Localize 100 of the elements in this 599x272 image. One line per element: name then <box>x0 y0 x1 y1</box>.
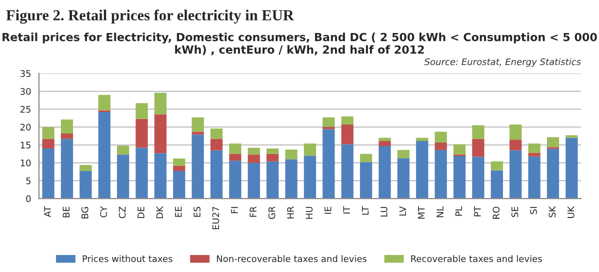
bar <box>510 140 522 150</box>
legend-label: Recoverable taxes and levies <box>411 255 542 262</box>
bar <box>360 162 372 199</box>
bar <box>566 135 578 138</box>
legend-label: Prices without taxes <box>82 255 172 262</box>
bar <box>546 148 560 199</box>
bar <box>528 152 540 156</box>
y-tick-label: 30 <box>20 88 31 95</box>
bar <box>136 103 148 119</box>
bar <box>210 138 223 150</box>
bar <box>248 148 260 155</box>
bar <box>192 134 204 199</box>
y-tick-label: 35 <box>20 70 31 77</box>
bar <box>341 124 354 144</box>
bar <box>341 116 354 125</box>
x-tick-label: SI <box>530 207 537 214</box>
bar <box>490 170 503 199</box>
bar <box>136 148 148 199</box>
x-tick-label: PT <box>474 206 481 216</box>
x-tick-label: IE <box>324 206 332 214</box>
x-tick-label: NL <box>436 206 444 218</box>
bar <box>416 141 428 199</box>
bar <box>285 159 298 199</box>
bar <box>397 150 410 158</box>
bar <box>192 132 204 135</box>
bar <box>60 134 74 139</box>
bar <box>472 138 484 157</box>
x-tick-label: BE <box>62 206 70 218</box>
y-tick-label: 10 <box>20 160 31 166</box>
bar <box>285 150 298 160</box>
bar <box>416 138 428 142</box>
bar <box>173 166 186 172</box>
bar <box>229 160 242 199</box>
bar <box>528 156 540 199</box>
bar <box>453 156 466 199</box>
bar <box>154 153 167 199</box>
bar <box>80 171 92 199</box>
bar <box>154 92 167 114</box>
x-tick-label: CY <box>100 206 107 218</box>
x-tick-label: FI <box>231 207 238 214</box>
x-tick-label: LT <box>362 206 369 215</box>
bar <box>322 126 335 130</box>
x-tick-label: LV <box>399 206 406 216</box>
bar <box>528 144 540 153</box>
x-tick-label: SK <box>548 206 556 218</box>
x-tick-label: DK <box>156 206 163 218</box>
bar <box>192 117 204 132</box>
bar <box>98 94 110 110</box>
bar <box>434 132 447 142</box>
source-note: Source: Eurostat, Energy Statistics <box>424 58 581 67</box>
x-tick-label: LU <box>380 206 388 216</box>
bar <box>378 138 391 142</box>
x-tick-label: SE <box>511 206 518 218</box>
bar <box>360 154 372 162</box>
bar <box>173 158 186 166</box>
bar <box>154 114 167 154</box>
x-tick-label: DE <box>138 206 144 218</box>
chart-title: Figure 2. Retail prices for electricity in EUR <box>6 10 294 24</box>
y-tick-label: 0 <box>26 195 31 202</box>
bar <box>434 142 447 150</box>
x-tick-label: HU <box>306 206 313 219</box>
bar <box>229 144 242 154</box>
x-tick-label: RO <box>492 206 500 219</box>
x-tick-label: EU27 <box>212 206 220 230</box>
x-tick-label: HR <box>287 206 294 218</box>
bar <box>510 150 522 199</box>
chart-subtitle: Retail prices for Electricity, Domestic consumers, Band DC ( 2 500 kWh < Consumption < 5 000 kWh) , centEuro / kWh, 2nd half of 2012 <box>2 32 597 56</box>
x-tick-label: BG <box>81 206 88 218</box>
bar <box>116 146 130 155</box>
bar <box>490 161 503 170</box>
bar <box>136 118 148 148</box>
x-tick-label: FR <box>250 206 256 217</box>
bar <box>210 128 223 139</box>
bar <box>60 120 74 134</box>
bar <box>472 125 484 139</box>
bar <box>98 112 110 199</box>
bar <box>322 117 335 127</box>
bar <box>266 148 279 154</box>
x-tick-label: PL <box>455 206 462 216</box>
bar <box>60 138 74 199</box>
bar <box>116 154 130 199</box>
bar <box>397 158 410 199</box>
bar <box>173 171 186 199</box>
bar <box>566 138 578 199</box>
bar <box>210 150 223 199</box>
bar <box>322 129 335 199</box>
y-tick-label: 5 <box>26 178 31 184</box>
bar <box>453 144 466 155</box>
bar <box>80 164 92 172</box>
bar <box>546 137 560 148</box>
x-tick-label: ES <box>194 206 200 217</box>
bar <box>266 154 279 162</box>
y-tick-label: 15 <box>20 142 31 148</box>
bar <box>248 162 260 199</box>
x-tick-label: MT <box>418 206 425 219</box>
x-tick-label: GR <box>268 206 276 219</box>
x-tick-label: IT <box>343 206 350 214</box>
bar <box>304 144 316 156</box>
bar <box>304 156 316 199</box>
bar <box>472 156 484 199</box>
